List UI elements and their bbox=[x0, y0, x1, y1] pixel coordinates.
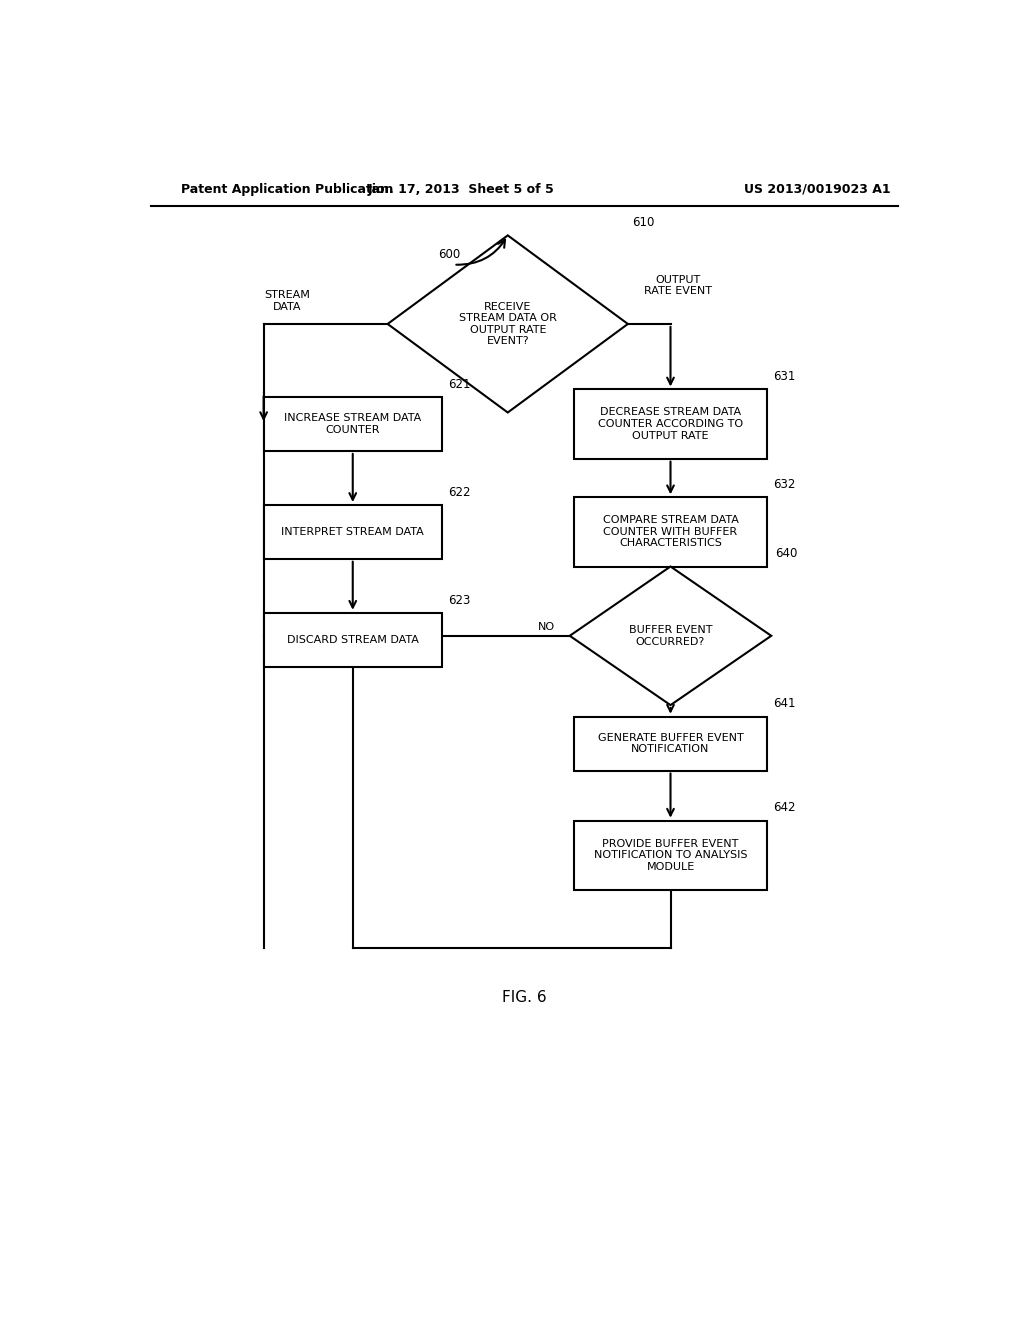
FancyBboxPatch shape bbox=[263, 397, 442, 451]
Text: DISCARD STREAM DATA: DISCARD STREAM DATA bbox=[287, 635, 419, 644]
FancyBboxPatch shape bbox=[573, 717, 767, 771]
Text: 610: 610 bbox=[632, 216, 654, 230]
Text: 623: 623 bbox=[449, 594, 470, 607]
FancyBboxPatch shape bbox=[573, 389, 767, 459]
Text: 621: 621 bbox=[449, 378, 471, 391]
FancyBboxPatch shape bbox=[263, 506, 442, 558]
Text: 632: 632 bbox=[773, 478, 796, 491]
Text: YES: YES bbox=[687, 717, 709, 727]
Text: 641: 641 bbox=[773, 697, 796, 710]
Text: INCREASE STREAM DATA
COUNTER: INCREASE STREAM DATA COUNTER bbox=[284, 413, 421, 434]
FancyBboxPatch shape bbox=[263, 612, 442, 667]
Text: PROVIDE BUFFER EVENT
NOTIFICATION TO ANALYSIS
MODULE: PROVIDE BUFFER EVENT NOTIFICATION TO ANA… bbox=[594, 838, 748, 871]
Text: Patent Application Publication: Patent Application Publication bbox=[180, 182, 393, 195]
Text: RECEIVE
STREAM DATA OR
OUTPUT RATE
EVENT?: RECEIVE STREAM DATA OR OUTPUT RATE EVENT… bbox=[459, 301, 557, 346]
Text: DECREASE STREAM DATA
COUNTER ACCORDING TO
OUTPUT RATE: DECREASE STREAM DATA COUNTER ACCORDING T… bbox=[598, 408, 743, 441]
FancyBboxPatch shape bbox=[573, 498, 767, 566]
Text: 642: 642 bbox=[773, 801, 796, 814]
Text: OUTPUT
RATE EVENT: OUTPUT RATE EVENT bbox=[644, 275, 713, 296]
Text: 640: 640 bbox=[775, 548, 798, 561]
Text: NO: NO bbox=[538, 622, 555, 631]
Polygon shape bbox=[388, 235, 628, 412]
Text: Jan. 17, 2013  Sheet 5 of 5: Jan. 17, 2013 Sheet 5 of 5 bbox=[368, 182, 555, 195]
Text: US 2013/0019023 A1: US 2013/0019023 A1 bbox=[744, 182, 891, 195]
Text: STREAM
DATA: STREAM DATA bbox=[264, 290, 310, 312]
Text: FIG. 6: FIG. 6 bbox=[503, 990, 547, 1006]
Text: 600: 600 bbox=[438, 248, 460, 261]
FancyBboxPatch shape bbox=[573, 821, 767, 890]
Text: COMPARE STREAM DATA
COUNTER WITH BUFFER
CHARACTERISTICS: COMPARE STREAM DATA COUNTER WITH BUFFER … bbox=[602, 515, 738, 548]
Text: BUFFER EVENT
OCCURRED?: BUFFER EVENT OCCURRED? bbox=[629, 624, 713, 647]
Text: 631: 631 bbox=[773, 370, 796, 383]
Text: GENERATE BUFFER EVENT
NOTIFICATION: GENERATE BUFFER EVENT NOTIFICATION bbox=[598, 733, 743, 755]
Polygon shape bbox=[569, 566, 771, 705]
Text: INTERPRET STREAM DATA: INTERPRET STREAM DATA bbox=[282, 527, 424, 537]
Text: 622: 622 bbox=[449, 486, 471, 499]
